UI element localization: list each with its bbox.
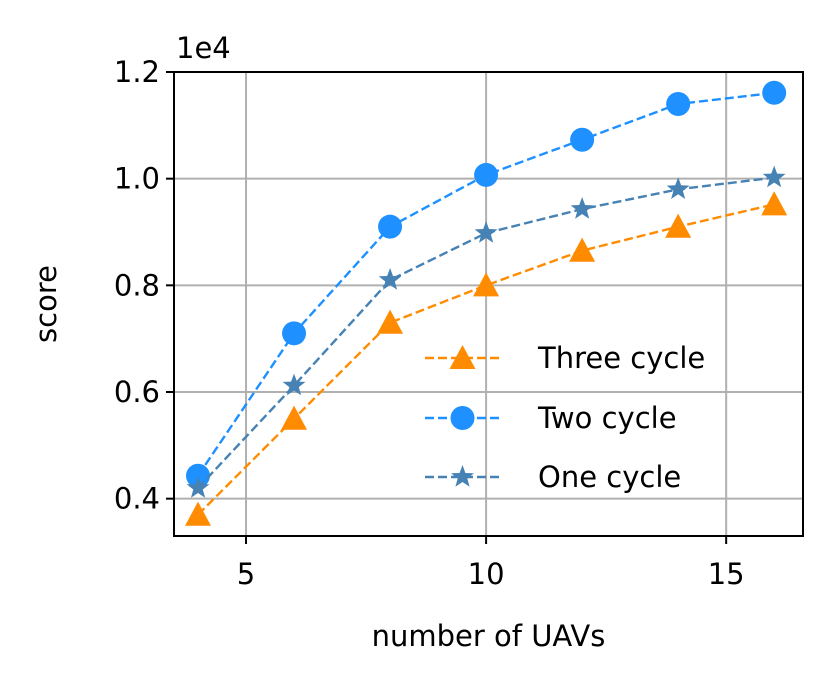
data-point: [378, 214, 403, 239]
data-point: [186, 476, 210, 498]
data-point: [665, 213, 692, 238]
data-point: [378, 268, 402, 290]
data-point: [473, 272, 500, 297]
legend-label: Two cycle: [537, 401, 677, 435]
y-tick-label: 0.8: [114, 268, 160, 302]
series-layer: [185, 80, 788, 526]
series-three-cycle: [185, 191, 788, 526]
data-point: [474, 221, 498, 243]
legend: Three cycle Two cycle One cycle: [425, 341, 705, 494]
data-point: [570, 127, 595, 152]
data-point: [666, 177, 690, 199]
y-tick-label: 1.2: [114, 55, 160, 89]
legend-item: Two cycle: [425, 401, 677, 435]
data-point: [282, 373, 306, 396]
data-point: [666, 92, 691, 116]
legend-marker: [450, 406, 475, 430]
plot-frame: [173, 71, 804, 537]
grid: [174, 71, 803, 536]
series-one-cycle: [186, 165, 786, 498]
data-point: [377, 309, 404, 334]
data-point: [185, 501, 212, 526]
axis-ticks: 5 10 15 0.4 0.6 0.8 1.0 1.2: [114, 55, 745, 591]
x-tick-label: 5: [237, 557, 255, 591]
data-point: [281, 405, 308, 430]
legend-marker: [449, 345, 476, 370]
y-tick-label: 0.4: [114, 482, 160, 516]
y-tick-label: 0.6: [114, 375, 160, 409]
data-point: [282, 321, 307, 346]
data-point: [569, 237, 596, 262]
legend-item: One cycle: [425, 460, 681, 494]
x-axis-label: number of UAVs: [372, 619, 606, 653]
x-tick-label: 15: [708, 557, 745, 591]
legend-label: One cycle: [538, 460, 681, 494]
data-point: [570, 197, 594, 219]
legend-marker: [451, 465, 474, 487]
y-offset-label: 1e4: [176, 31, 231, 65]
data-point: [762, 80, 787, 105]
data-point: [474, 162, 499, 187]
y-tick-label: 1.0: [114, 162, 160, 196]
x-tick-label: 10: [468, 557, 505, 591]
legend-label: Three cycle: [537, 341, 705, 375]
data-point: [762, 165, 786, 188]
legend-item: Three cycle: [425, 341, 705, 375]
data-point: [761, 191, 788, 216]
y-axis-label: score: [29, 265, 63, 343]
